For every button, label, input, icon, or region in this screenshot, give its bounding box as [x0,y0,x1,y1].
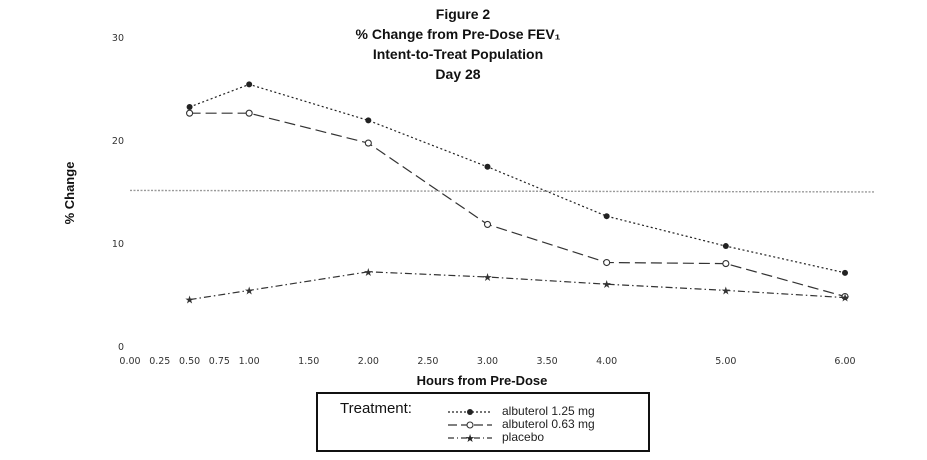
legend-swatch-placebo: ★ [448,432,492,444]
legend-label-albuterol-1-25: albuterol 1.25 mg [502,404,595,418]
x-tick-label: 5.00 [715,356,736,367]
data-point [365,117,372,124]
legend-label-albuterol-0-63: albuterol 0.63 mg [502,417,595,431]
title-line-1: Figure 2 [436,6,491,22]
x-tick-label: 1.00 [239,356,260,367]
x-axis-label: Hours from Pre-Dose [417,373,548,388]
data-point: ★ [185,294,195,307]
data-point [186,109,194,117]
series-line [189,83,846,274]
reference-line-layer [129,189,876,193]
y-tick-labels: 0 10 20 30 [112,33,124,353]
x-tick-label: 0.00 [119,356,140,367]
legend-swatch-albuterol-0-63 [448,421,492,429]
series-0 [186,81,848,276]
x-tick-label: 2.50 [417,356,438,367]
x-tick-label: 0.75 [209,356,230,367]
legend-heading: Treatment: [340,400,412,417]
series-1 [186,109,849,301]
x-tick-label: 2.00 [358,356,379,367]
legend: Treatment: albuterol 1.25 mg albuterol 0… [316,392,650,452]
data-point: ★ [602,278,612,291]
data-point: ★ [483,271,493,284]
data-point [603,213,610,220]
data-point [245,109,253,117]
data-point [246,81,253,88]
series-2: ★ ★ ★ ★ ★ ★ ★ [185,266,850,307]
y-tick-label: 30 [112,33,124,44]
y-tick-label: 0 [118,342,124,353]
figure-title: Figure 2 % Change from Pre-Dose FEV₁ Int… [356,6,561,82]
data-point [722,243,729,250]
data-point [186,104,193,111]
series-line [189,271,846,301]
x-tick-label: 6.00 [834,356,855,367]
data-point [483,220,492,228]
data-point: ★ [840,292,850,305]
data-point [364,139,372,147]
data-point [722,260,730,268]
legend-item-placebo: ★ placebo [446,430,646,444]
data-point [603,258,611,267]
title-line-2: % Change from Pre-Dose FEV₁ [356,26,561,42]
x-tick-label: 3.00 [477,356,498,367]
y-tick-label: 20 [112,136,124,147]
title-line-3: Intent-to-Treat Population [373,46,543,62]
x-tick-label: 3.50 [537,356,558,367]
x-tick-label: 1.50 [298,356,319,367]
legend-swatch-albuterol-1-25 [448,409,492,415]
y-tick-label: 10 [112,239,124,250]
title-line-4: Day 28 [435,66,480,82]
x-tick-label: 0.25 [149,356,170,367]
data-point: ★ [244,284,254,297]
series-line [189,112,846,298]
reference-line [129,189,876,193]
data-point: ★ [363,266,373,279]
data-point [842,269,848,276]
legend-item-albuterol-1-25: albuterol 1.25 mg [446,404,646,418]
data-point: ★ [721,284,731,297]
x-tick-label: 4.00 [596,356,617,367]
x-tick-label: 0.50 [179,356,200,367]
data-point [484,163,491,170]
legend-item-albuterol-0-63: albuterol 0.63 mg [446,417,646,431]
legend-label-placebo: placebo [502,430,545,444]
svg-text:★: ★ [465,432,475,444]
series-layer: ★ ★ ★ ★ ★ ★ ★ [185,81,850,307]
x-tick-labels: 0.00 0.25 0.50 0.75 1.00 1.50 2.00 2.50 3.00 3.50… [119,356,855,367]
y-axis-label: % Change [62,162,77,225]
